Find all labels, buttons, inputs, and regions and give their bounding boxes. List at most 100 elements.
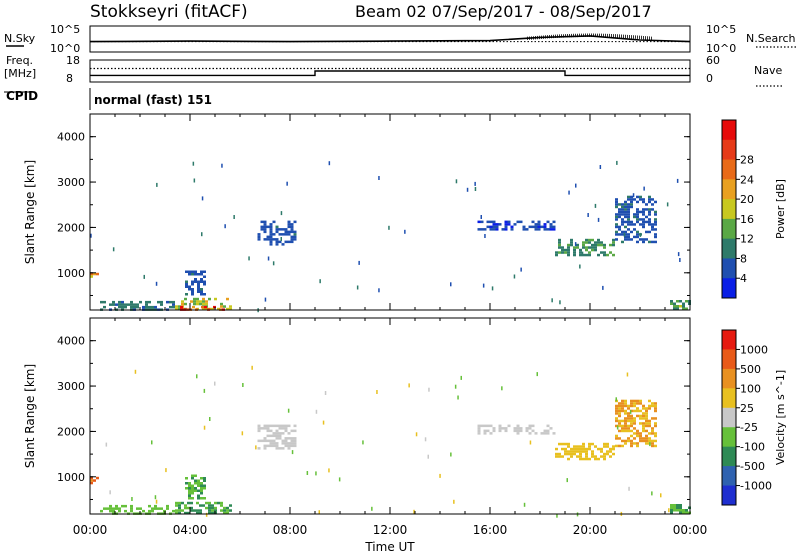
- velocity-cell: [115, 504, 118, 508]
- velocity-cell: [633, 409, 636, 413]
- y-tick-label: 4000: [57, 131, 85, 144]
- velocity-cell: [588, 442, 591, 446]
- power-cell: [621, 233, 624, 236]
- velocity-cell: [266, 429, 270, 433]
- power-cell: [654, 228, 657, 231]
- freq-unit: [MHz]: [4, 67, 36, 80]
- power-cell: [263, 230, 267, 234]
- velocity-cell: [202, 504, 205, 507]
- velocity-cell: [194, 474, 197, 477]
- power-cell: [293, 233, 297, 236]
- velocity-cell: [597, 457, 600, 461]
- velocity-cell: [567, 452, 570, 456]
- power-speckle: [201, 196, 204, 201]
- velocity-cell: [154, 504, 157, 508]
- velocity-cell: [290, 439, 294, 443]
- power-cell: [615, 225, 618, 229]
- power-cell: [169, 300, 172, 304]
- power-cell: [594, 246, 597, 249]
- velocity-cell: [290, 429, 294, 433]
- velocity-cell: [651, 429, 654, 433]
- power-cell: [633, 198, 636, 201]
- power-cell: [139, 300, 142, 304]
- velocity-cell: [621, 427, 624, 430]
- power-speckle: [575, 183, 577, 188]
- velocity-speckle: [306, 471, 309, 475]
- velocity-cell: [627, 429, 630, 433]
- velocity-cell: [498, 429, 502, 433]
- power-cell: [151, 305, 154, 309]
- power-cell: [624, 200, 627, 204]
- power-cell: [275, 238, 279, 241]
- velocity-cell: [555, 455, 558, 458]
- velocity-cell: [501, 427, 505, 430]
- power-speckle: [319, 279, 321, 284]
- power-cell: [200, 290, 203, 293]
- power-cell: [191, 288, 194, 291]
- power-cell: [573, 251, 576, 254]
- power-cell: [130, 303, 133, 306]
- power-cell: [636, 235, 639, 239]
- power-cell: [269, 235, 273, 239]
- velocity-cell: [483, 424, 487, 428]
- power-speckle: [643, 186, 645, 191]
- velocity-cell: [257, 424, 261, 428]
- power-cell: [229, 307, 232, 311]
- power-cell: [648, 210, 651, 214]
- velocity-cell: [275, 424, 279, 428]
- power-speckle: [328, 161, 331, 166]
- velocity-cell: [194, 489, 197, 492]
- velocity-speckle: [408, 383, 410, 388]
- power-cell: [670, 302, 673, 305]
- velocity-cell: [633, 432, 636, 435]
- power-colorbar-swatch: [722, 139, 736, 161]
- power-cell: [567, 253, 570, 257]
- power-cell: [130, 305, 133, 309]
- power-panel-bg: [90, 114, 690, 310]
- power-colorbar-frame: [721, 119, 737, 299]
- velocity-cell: [208, 501, 211, 505]
- velocity-cell: [579, 457, 582, 461]
- velocity-cell: [564, 447, 567, 451]
- power-cell: [573, 248, 576, 252]
- power-cell: [194, 278, 197, 281]
- velocity-cell: [654, 404, 657, 408]
- power-cell: [633, 215, 636, 219]
- velocity-cell: [624, 422, 627, 425]
- velocity-cell: [615, 424, 618, 428]
- power-cell: [627, 205, 630, 209]
- velocity-cell: [624, 424, 627, 428]
- velocity-cell: [627, 417, 630, 420]
- velocity-cell: [290, 442, 294, 445]
- velocity-colorbar-tick-label: 1000: [740, 343, 768, 356]
- velocity-cell: [269, 434, 273, 438]
- power-cell: [618, 215, 621, 219]
- velocity-speckle: [315, 471, 317, 476]
- power-cell: [181, 300, 184, 303]
- x-tick-label: 00:00: [73, 523, 108, 537]
- power-cell: [555, 251, 558, 254]
- velocity-speckle: [427, 454, 429, 459]
- velocity-cell: [636, 409, 639, 413]
- power-cell: [200, 288, 203, 291]
- power-speckle: [156, 182, 158, 187]
- power-cell: [178, 307, 181, 311]
- velocity-cell: [486, 429, 490, 433]
- power-cell: [651, 228, 654, 231]
- velocity-cell: [166, 504, 169, 508]
- power-speckle: [474, 181, 476, 186]
- velocity-cell: [630, 424, 633, 428]
- velocity-cell: [627, 437, 630, 440]
- velocity-cell: [293, 444, 297, 448]
- power-speckle: [193, 178, 196, 183]
- power-speckle: [513, 274, 516, 279]
- velocity-cell: [257, 429, 261, 433]
- velocity-cell: [197, 494, 200, 497]
- velocity-cell: [555, 447, 558, 451]
- velocity-cell: [582, 442, 585, 446]
- velocity-cell: [275, 432, 279, 435]
- velocity-cell: [188, 482, 191, 485]
- velocity-cell: [109, 507, 112, 510]
- velocity-cell: [284, 442, 288, 445]
- power-cell: [118, 303, 121, 306]
